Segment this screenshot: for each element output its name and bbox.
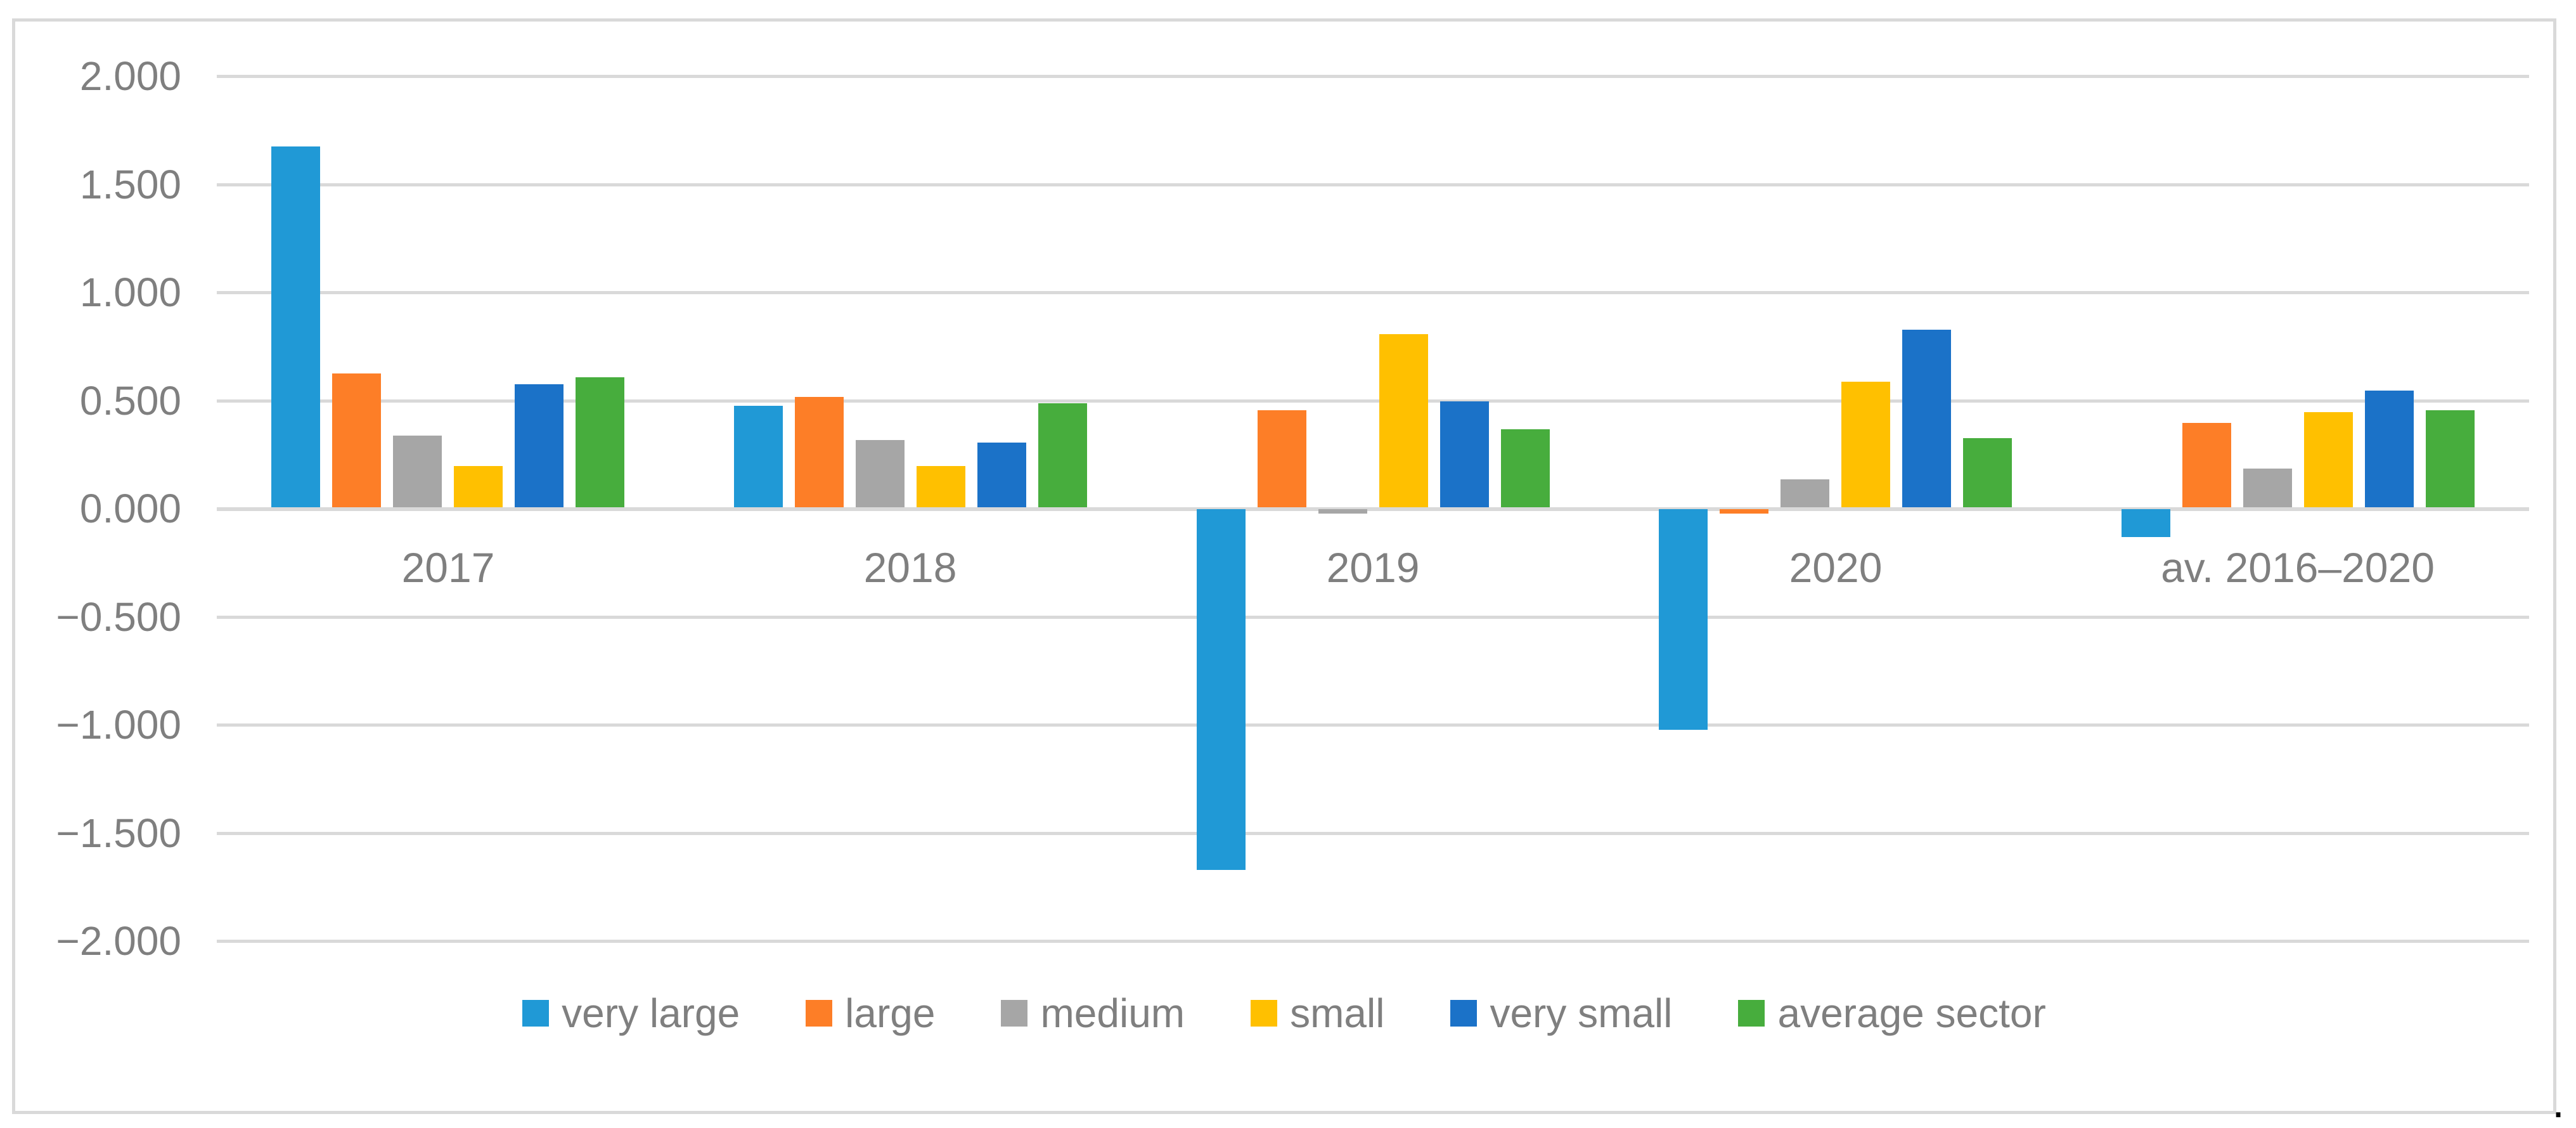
bar-medium-2019: [1318, 509, 1367, 514]
legend-swatch-icon: [806, 1000, 833, 1027]
bar-small-2019: [1379, 334, 1428, 507]
bar-small-av.-2016–2020: [2304, 412, 2353, 507]
bar-large-2018: [795, 397, 844, 507]
legend-item-small: small: [1251, 990, 1384, 1036]
gridline-y-−0.500: [217, 616, 2529, 619]
y-axis-tick-label: 0.000: [79, 486, 181, 531]
bar-small-2017: [454, 466, 503, 507]
bar-medium-av.-2016–2020: [2243, 469, 2292, 507]
legend-swatch-icon: [522, 1000, 550, 1027]
bar-medium-2018: [856, 440, 905, 507]
legend-label: average sector: [1777, 990, 2046, 1036]
x-axis-category-label: 2019: [1326, 544, 1420, 591]
bar-average-sector-2020: [1963, 438, 2012, 507]
bar-large-2020: [1720, 509, 1768, 514]
x-axis-category-label: av. 2016–2020: [2161, 544, 2435, 591]
gridline-y-1.000: [217, 291, 2529, 294]
bar-very-small-2019: [1440, 401, 1489, 507]
legend-item-average-sector: average sector: [1738, 990, 2046, 1036]
bar-very-large-2020: [1659, 509, 1708, 730]
legend: very large large medium small very small aver…: [15, 990, 2553, 1036]
bar-very-large-2019: [1197, 509, 1246, 870]
caption-period: .: [2552, 1077, 2565, 1127]
bar-very-large-2018: [734, 406, 783, 507]
gridline-y-2.000: [217, 75, 2529, 78]
bar-very-small-2020: [1902, 330, 1951, 507]
gridline-y-0.500: [217, 399, 2529, 403]
legend-item-large: large: [806, 990, 935, 1036]
gridline-y-0.000: [217, 507, 2529, 511]
bar-very-large-av.-2016–2020: [2122, 509, 2170, 537]
legend-label: very small: [1490, 990, 1673, 1036]
legend-swatch-icon: [1251, 1000, 1278, 1027]
chart-border: 2.000 1.500 1.000 0.500 0.000 −0.500 −1.000 −1.…: [12, 18, 2556, 1114]
bar-very-small-2018: [977, 443, 1026, 507]
bar-very-small-av.-2016–2020: [2365, 391, 2414, 507]
legend-label: large: [845, 990, 936, 1036]
y-axis-tick-label: 2.000: [79, 53, 181, 99]
bar-average-sector-2017: [576, 377, 624, 507]
bar-very-large-2017: [271, 146, 320, 507]
bar-large-2017: [332, 373, 381, 507]
gridline-y-−1.000: [217, 723, 2529, 727]
legend-swatch-icon: [1738, 1000, 1765, 1027]
y-axis-tick-label: 1.500: [79, 162, 181, 207]
y-axis-tick-label: −0.500: [56, 594, 181, 640]
bar-very-small-2017: [515, 384, 564, 507]
legend-label: very large: [562, 990, 740, 1036]
x-axis-category-label: 2017: [401, 544, 495, 591]
bar-large-av.-2016–2020: [2182, 423, 2231, 507]
bar-small-2018: [917, 466, 965, 507]
plot-area: 2.000 1.500 1.000 0.500 0.000 −0.500 −1.000 −1.…: [15, 22, 2553, 1111]
y-axis-tick-label: 1.000: [79, 269, 181, 315]
bar-average-sector-2019: [1501, 429, 1550, 507]
bar-average-sector-2018: [1038, 403, 1087, 507]
legend-label: small: [1290, 990, 1385, 1036]
y-axis-tick-label: −1.000: [56, 702, 181, 748]
bar-medium-2017: [393, 436, 442, 507]
bar-small-2020: [1841, 382, 1890, 507]
y-axis-tick-label: −2.000: [56, 918, 181, 964]
legend-swatch-icon: [1450, 1000, 1478, 1027]
x-axis-category-label: 2018: [863, 544, 957, 591]
y-axis-tick-label: −1.500: [56, 810, 181, 856]
legend-item-very-large: very large: [522, 990, 740, 1036]
gridline-y-1.500: [217, 183, 2529, 186]
bar-medium-2020: [1781, 479, 1829, 507]
bar-average-sector-av.-2016–2020: [2426, 410, 2475, 507]
x-axis-category-label: 2020: [1789, 544, 1883, 591]
bar-large-2019: [1258, 410, 1306, 507]
legend-item-medium: medium: [1001, 990, 1185, 1036]
legend-item-very-small: very small: [1450, 990, 1672, 1036]
legend-label: medium: [1040, 990, 1185, 1036]
gridline-y-−2.000: [217, 940, 2529, 943]
legend-swatch-icon: [1001, 1000, 1028, 1027]
gridline-y-−1.500: [217, 832, 2529, 835]
y-axis-tick-label: 0.500: [79, 378, 181, 424]
